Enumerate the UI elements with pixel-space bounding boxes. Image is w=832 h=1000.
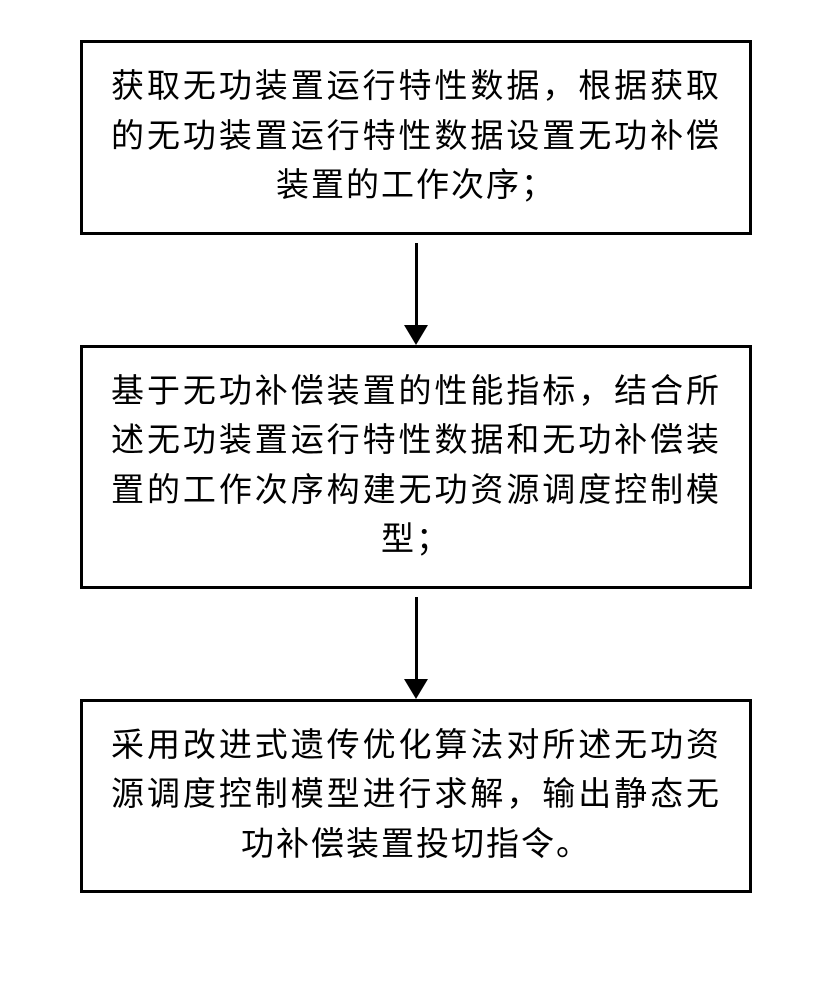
- flowchart-container: 获取无功装置运行特性数据，根据获取的无功装置运行特性数据设置无功补偿装置的工作次…: [80, 40, 752, 893]
- arrow-1: [80, 235, 752, 345]
- flowchart-step-1: 获取无功装置运行特性数据，根据获取的无功装置运行特性数据设置无功补偿装置的工作次…: [80, 40, 752, 235]
- step-3-text: 采用改进式遗传优化算法对所述无功资源调度控制模型进行求解，输出静态无功补偿装置投…: [111, 722, 721, 871]
- step-2-text: 基于无功补偿装置的性能指标，结合所述无功装置运行特性数据和无功补偿装置的工作次序…: [111, 368, 721, 566]
- flowchart-step-2: 基于无功补偿装置的性能指标，结合所述无功装置运行特性数据和无功补偿装置的工作次序…: [80, 345, 752, 589]
- arrow-1-line: [415, 243, 418, 337]
- flowchart-step-3: 采用改进式遗传优化算法对所述无功资源调度控制模型进行求解，输出静态无功补偿装置投…: [80, 699, 752, 894]
- arrow-2-head: [404, 679, 428, 699]
- arrow-1-head: [404, 325, 428, 345]
- step-1-text: 获取无功装置运行特性数据，根据获取的无功装置运行特性数据设置无功补偿装置的工作次…: [111, 63, 721, 212]
- arrow-2-line: [415, 597, 418, 691]
- arrow-2: [80, 589, 752, 699]
